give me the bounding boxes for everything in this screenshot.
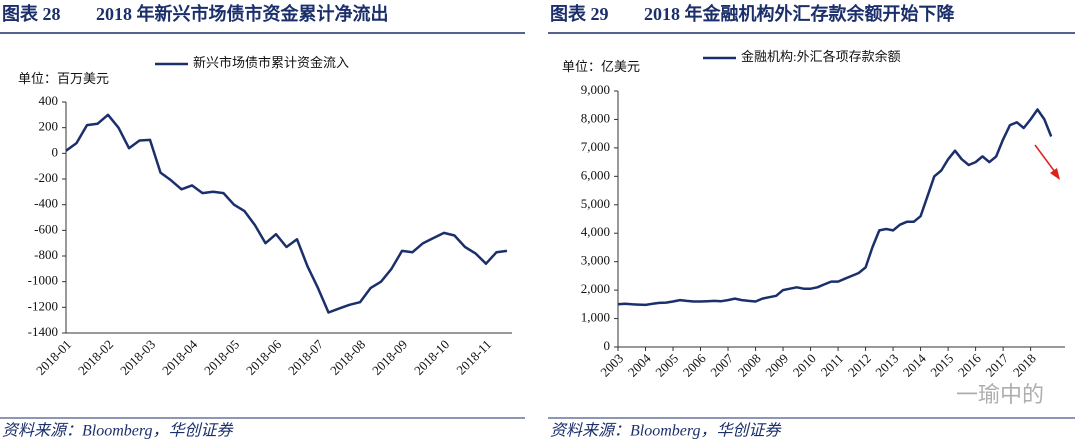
x-tick-label: 2017 — [982, 350, 1011, 379]
figure-label: 图表 28 — [2, 3, 61, 24]
x-tick-label: 2014 — [900, 350, 929, 379]
chart-title: 2018 年新兴市场债市资金累计净流出 — [96, 3, 389, 24]
x-tick-label: 2018-03 — [117, 337, 158, 378]
y-tick-label: -200 — [34, 170, 58, 185]
x-tick-label: 2018-09 — [369, 337, 410, 378]
source-note: 资料来源：Bloomberg，华创证券 — [2, 422, 235, 440]
y-tick-label: 1,000 — [581, 310, 610, 325]
unit-label: 单位：亿美元 — [562, 59, 640, 74]
y-tick-label: 400 — [39, 93, 59, 108]
x-tick-label: 2018-07 — [285, 336, 327, 378]
y-tick-label: -1200 — [28, 298, 58, 313]
trend-arrow-head — [1050, 168, 1060, 180]
watermark: 一瑜中的 — [956, 382, 1044, 407]
x-tick-label: 2018-06 — [243, 336, 285, 378]
x-tick-label: 2008 — [735, 351, 764, 380]
y-tick-label: -800 — [34, 247, 58, 262]
x-tick-label: 2003 — [597, 351, 626, 380]
y-tick-label: 3,000 — [581, 253, 610, 268]
y-tick-label: 6,000 — [581, 167, 610, 182]
x-tick-label: 2018-05 — [201, 337, 242, 378]
x-tick-label: 2018-08 — [327, 337, 368, 378]
y-tick-label: 7,000 — [581, 139, 610, 154]
x-tick-label: 2018 — [1010, 351, 1039, 380]
y-tick-label: 0 — [604, 338, 611, 353]
y-tick-label: -1400 — [28, 324, 58, 339]
x-tick-label: 2005 — [652, 351, 681, 380]
x-tick-label: 2018-11 — [453, 337, 494, 378]
y-tick-label: 9,000 — [581, 82, 610, 97]
series-line — [65, 113, 508, 314]
x-tick-label: 2018-04 — [159, 336, 201, 378]
chart-title: 2018 年金融机构外汇存款余额开始下降 — [644, 3, 955, 24]
x-tick-label: 2006 — [680, 350, 709, 379]
y-tick-label: 200 — [39, 119, 59, 134]
x-tick-label: 2018-10 — [411, 337, 452, 378]
y-tick-label: -1000 — [28, 273, 58, 288]
x-tick-label: 2015 — [927, 351, 956, 380]
y-tick-label: 5,000 — [581, 196, 610, 211]
series-line — [617, 108, 1053, 307]
x-tick-label: 2013 — [872, 351, 901, 380]
x-tick-label: 2018-02 — [75, 337, 116, 378]
x-tick-label: 2004 — [625, 350, 654, 379]
y-tick-label: 4,000 — [581, 224, 610, 239]
x-tick-label: 2012 — [845, 351, 874, 380]
unit-label: 单位：百万美元 — [18, 71, 109, 86]
x-tick-label: 2011 — [818, 351, 847, 380]
source-note: 资料来源：Bloomberg，华创证券 — [550, 422, 783, 440]
y-tick-label: -600 — [34, 221, 58, 236]
x-tick-label: 2010 — [790, 351, 819, 380]
x-tick-label: 2007 — [707, 350, 736, 379]
y-tick-label: 8,000 — [581, 110, 610, 125]
y-tick-label: -400 — [34, 196, 58, 211]
x-tick-label: 2018-01 — [33, 337, 74, 378]
y-tick-label: 0 — [52, 144, 59, 159]
x-tick-label: 2016 — [955, 350, 984, 379]
y-tick-label: 2,000 — [581, 281, 610, 296]
legend-label: 金融机构:外汇各项存款余额 — [741, 49, 901, 64]
x-tick-label: 2009 — [762, 351, 791, 380]
figure-label: 图表 29 — [550, 3, 609, 24]
trend-arrow — [1034, 144, 1056, 173]
legend-label: 新兴市场债市累计资金流入 — [193, 55, 349, 70]
